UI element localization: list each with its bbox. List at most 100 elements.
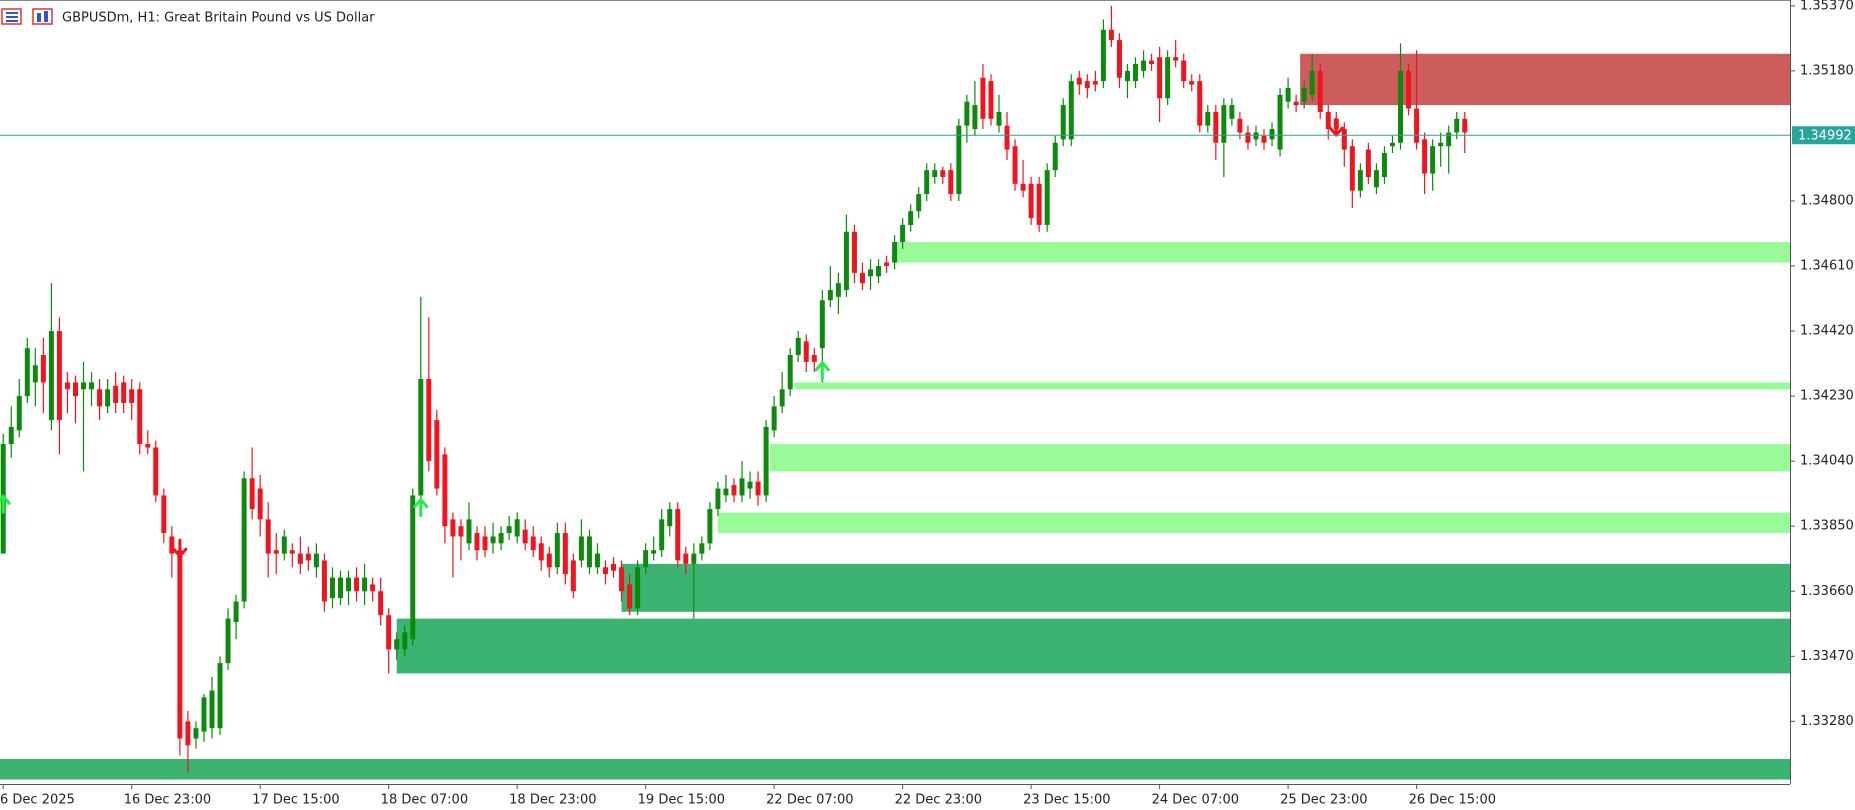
candle-body: [538, 543, 544, 561]
candle-body: [635, 567, 641, 609]
candle-body: [707, 509, 713, 544]
candle-body: [723, 488, 729, 496]
candle-body: [1084, 81, 1090, 88]
y-tick-label: 1.33660: [1800, 584, 1854, 599]
candle-body: [1044, 170, 1050, 225]
candle-body: [1261, 135, 1267, 143]
candle-body: [410, 495, 416, 640]
signal-arrow: [0, 494, 11, 514]
x-tick-label: 22 Dec 07:00: [766, 793, 853, 808]
candle-body: [522, 529, 528, 544]
candle-body: [1390, 142, 1395, 147]
candle-body: [715, 488, 721, 510]
candle-body: [803, 341, 809, 362]
candle-body: [1229, 105, 1235, 119]
candle-body: [1076, 77, 1082, 85]
icon-bar: [37, 13, 41, 22]
candle-body: [233, 601, 239, 623]
candle-body: [241, 478, 247, 602]
candle-body: [924, 170, 930, 195]
y-tick-label: 1.35370: [1800, 0, 1854, 13]
candle-body: [1341, 129, 1347, 150]
candle-body: [859, 272, 865, 284]
chart-title: GBPUSDm, H1: Great Britain Pound vs US D…: [62, 11, 375, 26]
candle-body: [755, 481, 761, 496]
candle-body: [1317, 70, 1323, 112]
candle-body: [442, 454, 448, 527]
zone: [0, 759, 1790, 780]
candle-body: [482, 536, 488, 551]
candle-body: [305, 553, 311, 561]
candle-body: [466, 519, 472, 544]
candle-body: [1253, 132, 1259, 140]
candle-body: [56, 331, 62, 421]
candle-body: [193, 728, 199, 739]
candle-body: [474, 533, 480, 551]
candle-body: [1213, 111, 1219, 143]
candle-body: [1349, 146, 1355, 191]
candle-body: [1092, 81, 1098, 85]
candle-body: [578, 536, 584, 561]
candle-body: [1430, 146, 1436, 174]
candle-body: [1237, 118, 1243, 133]
candle-body: [843, 231, 849, 290]
candle-body: [1269, 129, 1275, 140]
candle-body: [594, 553, 600, 568]
candle-body: [40, 355, 46, 383]
candle-body: [129, 389, 135, 403]
current-price-label: 1.34992: [1798, 129, 1852, 144]
candle-body: [747, 481, 753, 489]
candle-body: [1060, 105, 1066, 140]
candle-body: [691, 553, 697, 564]
candle-body: [386, 615, 392, 650]
candle-body: [281, 536, 287, 554]
signal-arrow: [814, 361, 830, 381]
zone: [894, 242, 1790, 263]
zone: [717, 512, 1791, 534]
candle-body: [916, 194, 922, 212]
candle-body: [1197, 81, 1203, 126]
icon-bar: [44, 11, 48, 22]
candle-body: [1116, 40, 1122, 78]
candle-body: [329, 577, 335, 599]
candle-body: [313, 553, 319, 568]
candle-body: [1189, 81, 1195, 85]
candle-body: [24, 348, 30, 397]
x-tick-label: 6 Dec 2025: [0, 793, 75, 808]
candle-body: [699, 543, 705, 554]
candle-body: [900, 224, 906, 243]
candle-body: [1277, 94, 1283, 150]
candle-body: [956, 125, 962, 195]
candle-body: [611, 563, 617, 571]
candle-body: [1052, 142, 1058, 171]
y-tick-label: 1.34610: [1800, 259, 1854, 274]
candle-body: [490, 536, 496, 544]
candle-body: [177, 550, 183, 739]
candle-body: [89, 382, 95, 390]
zone: [770, 444, 1790, 472]
candle-body: [506, 526, 512, 534]
candle-body: [683, 553, 689, 564]
x-tick-label: 26 Dec 15:00: [1409, 793, 1496, 808]
candle-body: [201, 697, 207, 732]
candle-body: [1108, 29, 1114, 41]
candle-body: [619, 567, 625, 592]
y-tick-label: 1.35180: [1800, 63, 1854, 78]
candle-body: [1446, 132, 1452, 147]
zone: [1300, 53, 1790, 106]
candle-body: [1462, 118, 1468, 133]
candle-body: [1028, 183, 1034, 219]
candle-body: [113, 385, 119, 403]
candle-body: [1414, 108, 1420, 143]
candle-body: [394, 639, 400, 650]
candle-body: [586, 536, 592, 568]
icon-chart: [32, 8, 53, 25]
candle-body: [892, 242, 898, 263]
y-tick-label: 1.33470: [1800, 649, 1854, 664]
candle-body: [209, 690, 215, 729]
candle-body: [546, 553, 552, 568]
header-icons: [1, 8, 53, 25]
y-tick-label: 1.34420: [1800, 324, 1854, 339]
candle-body: [346, 577, 352, 592]
